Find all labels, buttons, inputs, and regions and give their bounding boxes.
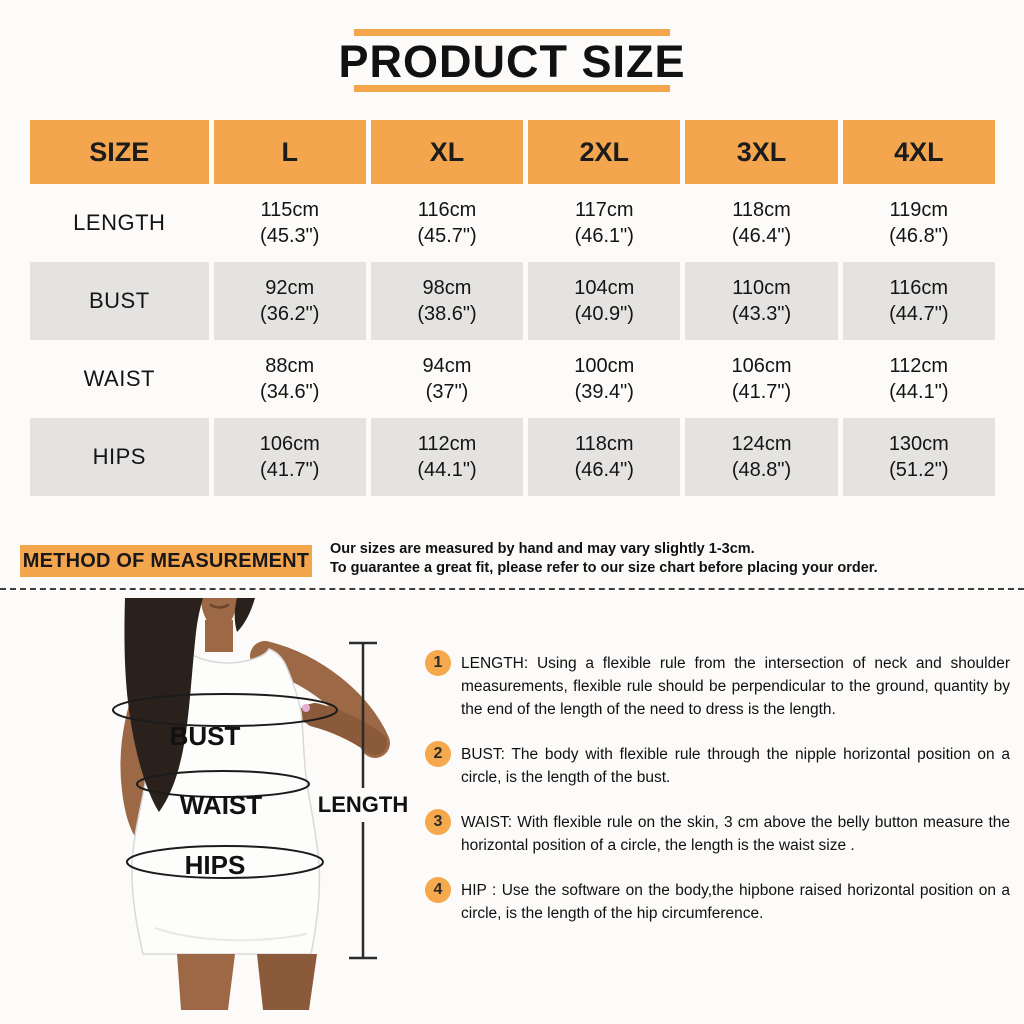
instruction-bust: 2 BUST: The body with flexible rule thro…	[425, 741, 1010, 789]
header-cell-4xl: 4XL	[842, 120, 995, 184]
instruction-number-badge: 2	[425, 741, 451, 767]
size-cell: 118cm (46.4")	[528, 418, 681, 496]
instruction-number-badge: 3	[425, 809, 451, 835]
model-hair-right	[234, 598, 255, 632]
size-cell: 112cm (44.1")	[889, 355, 949, 403]
title-accent-bar-bottom	[354, 85, 670, 92]
size-cell: 106cm (41.7")	[213, 418, 366, 496]
size-cell: 130cm (51.2")	[842, 418, 995, 496]
model-illustration: BUST WAIST HIPS LENGTH	[112, 598, 408, 1010]
dashed-cut-line	[0, 588, 1024, 590]
row-label-waist: WAIST	[83, 366, 155, 391]
model-hair	[124, 598, 203, 812]
header-cell-size: SIZE	[30, 120, 209, 184]
method-of-measurement-banner: METHOD OF MEASUREMENT	[20, 545, 312, 577]
size-table: SIZE L XL 2XL 3XL 4XL LENGTH 115cm (45.3"…	[25, 120, 1000, 496]
instruction-text: LENGTH: Using a flexible rule from the i…	[461, 655, 1010, 718]
header-cell-2xl: 2XL	[528, 120, 681, 184]
pink-nail	[302, 704, 310, 712]
table-row-bust: BUST 92cm (36.2") 98cm (38.6") 104cm (40.9"…	[30, 262, 995, 340]
size-cell: 116cm (45.7")	[417, 199, 477, 247]
size-cell: 92cm (36.2")	[213, 262, 366, 340]
model-lips	[209, 603, 230, 609]
bust-label: BUST	[170, 721, 241, 751]
size-cell: 100cm (39.4")	[574, 355, 635, 403]
measurement-figure: BUST WAIST HIPS LENGTH	[85, 598, 420, 1010]
waist-measure-ellipse	[136, 770, 310, 798]
waist-label: WAIST	[180, 790, 262, 820]
size-cell: 106cm (41.7")	[731, 355, 792, 403]
instruction-hip: 4 HIP : Use the software on the body,the…	[425, 877, 1010, 925]
size-cell: 94cm (37")	[422, 355, 472, 403]
measurement-instructions: 1 LENGTH: Using a flexible rule from the…	[425, 650, 1010, 947]
instruction-length: 1 LENGTH: Using a flexible rule from the…	[425, 650, 1010, 721]
instruction-text: BUST: The body with flexible rule throug…	[461, 746, 1010, 786]
model-leg-right	[257, 954, 317, 1010]
instruction-number-badge: 4	[425, 877, 451, 903]
table-row-length: LENGTH 115cm (45.3") 116cm (45.7") 117cm (4…	[30, 184, 995, 262]
header-cell-3xl: 3XL	[685, 120, 838, 184]
instruction-waist: 3 WAIST: With flexible rule on the skin,…	[425, 809, 1010, 857]
size-cell: 118cm (46.4")	[731, 199, 792, 247]
length-measure-line	[349, 641, 377, 960]
instruction-text: HIP : Use the software on the body,the h…	[461, 882, 1010, 922]
instruction-text: WAIST: With flexible rule on the skin, 3…	[461, 814, 1010, 854]
row-label-length: LENGTH	[73, 210, 166, 235]
bust-measure-ellipse	[112, 693, 338, 727]
size-cell: 88cm (34.6")	[260, 355, 320, 403]
header-cell-xl: XL	[370, 120, 524, 184]
length-label: LENGTH	[318, 792, 408, 817]
size-cell: 98cm (38.6")	[370, 262, 524, 340]
instruction-number-badge: 1	[425, 650, 451, 676]
row-label-hips: HIPS	[30, 418, 209, 496]
dress-fold	[154, 927, 308, 942]
size-cell: 115cm (45.3")	[260, 199, 320, 247]
size-cell: 116cm (44.7")	[842, 262, 995, 340]
page-title: PRODUCT SIZE	[338, 36, 686, 87]
hips-measure-ellipse	[126, 845, 324, 879]
size-cell: 124cm (48.8")	[685, 418, 838, 496]
size-cell: 104cm (40.9")	[528, 262, 681, 340]
size-cell: 110cm (43.3")	[685, 262, 838, 340]
table-row-waist: WAIST 88cm (34.6") 94cm (37") 100cm (39.4")…	[30, 340, 995, 418]
row-label-bust: BUST	[30, 262, 209, 340]
size-disclaimer: Our sizes are measured by hand and may v…	[330, 540, 1000, 578]
model-leg-left	[177, 954, 235, 1010]
size-cell: 112cm (44.1")	[370, 418, 524, 496]
table-row-hips: HIPS 106cm (41.7") 112cm (44.1") 118cm (46.…	[30, 418, 995, 496]
header-cell-l: L	[213, 120, 366, 184]
hips-label: HIPS	[185, 850, 246, 880]
size-cell: 119cm (46.8")	[889, 199, 949, 247]
size-cell: 117cm (46.1")	[574, 199, 634, 247]
disclaimer-line-2: To guarantee a great fit, please refer t…	[330, 560, 878, 576]
title-accent-bar-top	[354, 29, 670, 36]
size-table-header-row: SIZE L XL 2XL 3XL 4XL	[30, 120, 995, 184]
disclaimer-line-1: Our sizes are measured by hand and may v…	[330, 541, 755, 557]
